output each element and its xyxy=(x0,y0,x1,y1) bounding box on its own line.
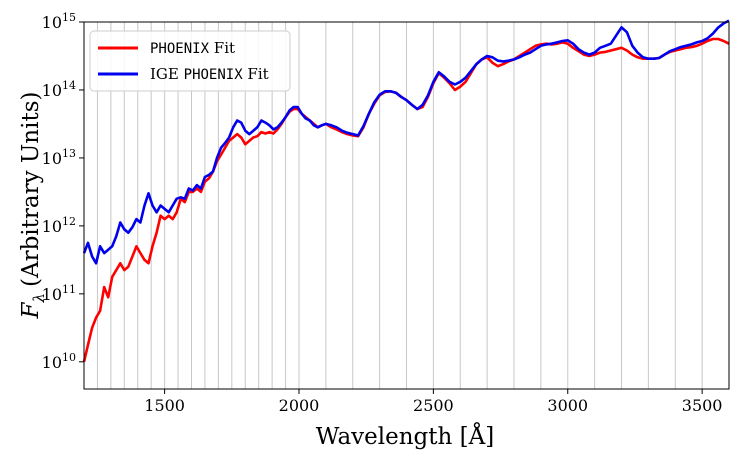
legend-label-ige-phoenix: IGE PHOENIX Fit xyxy=(150,65,269,83)
x-tick-label: 3000 xyxy=(547,396,588,415)
legend-label-phoenix: PHOENIX Fit xyxy=(150,39,235,57)
y-tick-label: 1015 xyxy=(42,11,76,32)
x-tick-label: 1500 xyxy=(144,396,185,415)
x-axis-label: Wavelength [Å] xyxy=(316,422,494,450)
x-tick-label: 2000 xyxy=(279,396,320,415)
plot-frame xyxy=(83,21,730,390)
y-tick-label: 1010 xyxy=(42,351,76,372)
y-tick-label: 1013 xyxy=(42,147,76,168)
series-line-ige-phoenix xyxy=(82,19,730,265)
x-tick-label: 2500 xyxy=(413,396,454,415)
y-axis-label-rest: (Arbitrary Units) xyxy=(18,92,44,287)
legend: PHOENIX Fit IGE PHOENIX Fit xyxy=(89,30,291,92)
y-axis-label-symbol: F xyxy=(18,301,44,319)
y-axis-label-subscript: λ xyxy=(30,293,48,304)
y-axis-ticks: 1010 1011 1012 1013 1014 1015 xyxy=(42,11,84,372)
y-axis-label: Fλ (Arbitrary Units) xyxy=(18,92,48,320)
y-tick-label: 1014 xyxy=(42,79,76,100)
series-lines xyxy=(82,19,730,363)
y-tick-label: 1011 xyxy=(42,283,76,304)
x-axis-ticks: 1500 2000 2500 3000 3500 xyxy=(144,389,722,415)
legend-box xyxy=(89,30,291,92)
x-tick-label: 3500 xyxy=(682,396,723,415)
y-tick-label: 1012 xyxy=(42,215,76,236)
